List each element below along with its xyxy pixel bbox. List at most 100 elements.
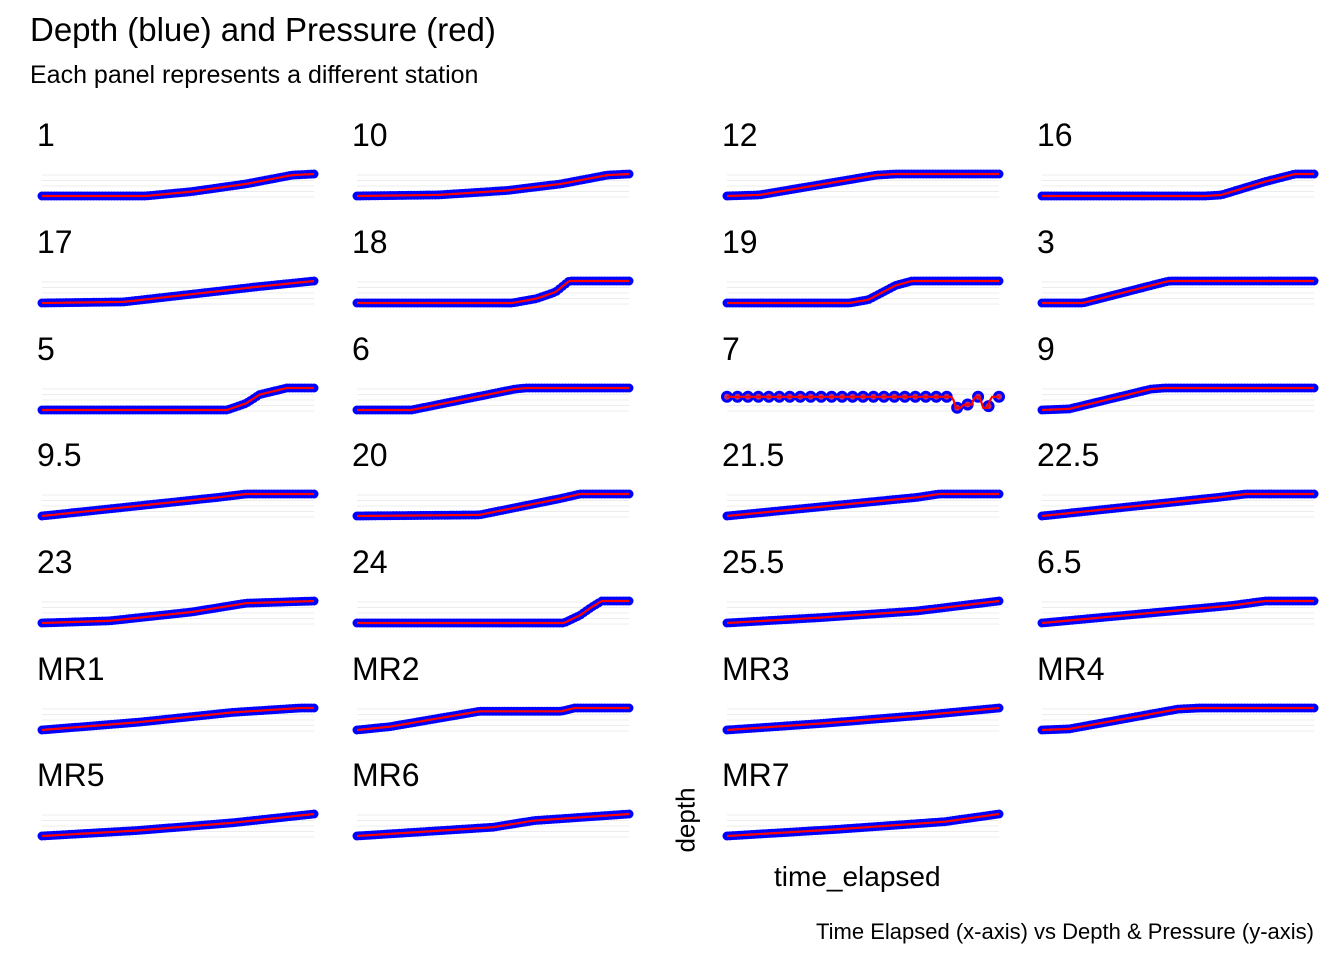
facet-plot [352, 489, 634, 521]
facet-plot [37, 276, 319, 308]
facet-panel: 20 [345, 436, 634, 531]
facet-panel: MR3 [715, 650, 1004, 745]
pressure-line [726, 706, 1000, 732]
pressure-line [1042, 279, 1314, 305]
facet-plot [1037, 596, 1319, 628]
facet-panel: 18 [345, 223, 634, 318]
facet-panel: 5 [30, 330, 319, 425]
pressure-line [726, 492, 999, 518]
facet-plot [722, 703, 1004, 735]
facet-plot [722, 596, 1004, 628]
facet-plot [1037, 169, 1319, 201]
facet-panel: 6.5 [1030, 543, 1319, 638]
facet-plot [37, 489, 319, 521]
pressure-line [1041, 599, 1314, 625]
facet-panel: 24 [345, 543, 634, 638]
facet-strip-label: MR5 [37, 757, 105, 793]
facet-panel: 9.5 [30, 436, 319, 531]
facet-strip-label: MR1 [37, 651, 105, 687]
pressure-line [42, 386, 314, 412]
facet-strip-label: 23 [37, 544, 73, 580]
pressure-line [727, 395, 999, 409]
facet-panel: 10 [345, 116, 634, 211]
facet-plot [37, 703, 319, 735]
facet-plot [352, 596, 634, 628]
facet-panel: 19 [715, 223, 1004, 318]
facet-strip-label: 18 [352, 224, 388, 260]
y-axis-label: depth [670, 787, 701, 853]
facet-plot [352, 383, 634, 415]
facet-strip-label: 6 [352, 331, 370, 367]
facet-strip-label: MR7 [722, 757, 790, 793]
facet-plot [37, 809, 319, 841]
facet-plot [37, 596, 319, 628]
facet-strip-label: 10 [352, 117, 388, 153]
facet-panel: 16 [1030, 116, 1319, 211]
pressure-line [357, 599, 629, 625]
pressure-line [41, 812, 315, 838]
facet-panel: MR6 [345, 756, 634, 851]
facet-panel: MR4 [1030, 650, 1319, 745]
facet-strip-label: 3 [1037, 224, 1055, 260]
facet-strip-label: 5 [37, 331, 55, 367]
pressure-line [41, 706, 314, 732]
facet-strip-label: 21.5 [722, 437, 785, 473]
facet-plot [352, 169, 634, 201]
facet-panel: 17 [30, 223, 319, 318]
facet-plot [722, 276, 1004, 308]
facet-panel: 6 [345, 330, 634, 425]
chart-subtitle: Each panel represents a different statio… [30, 61, 479, 89]
facet-plot [1037, 276, 1319, 308]
facet-strip-label: 19 [722, 224, 758, 260]
facet-plot [37, 383, 319, 415]
facet-panel: MR7 [715, 756, 1004, 851]
pressure-line [41, 279, 315, 305]
chart-title: Depth (blue) and Pressure (red) [30, 11, 496, 48]
facet-panel: 9 [1030, 330, 1319, 425]
facet-plot [722, 169, 1004, 201]
pressure-line [42, 172, 315, 198]
facet-plot [1037, 383, 1319, 415]
facet-plot [1037, 489, 1319, 521]
facet-strip-label: MR2 [352, 651, 420, 687]
pressure-line [356, 492, 629, 518]
facet-strip-label: MR3 [722, 651, 790, 687]
facet-panel: MR5 [30, 756, 319, 851]
x-axis-label: time_elapsed [774, 861, 941, 892]
facet-panel: 21.5 [715, 436, 1004, 531]
facet-plot [722, 489, 1004, 521]
chart-caption: Time Elapsed (x-axis) vs Depth & Pressur… [816, 919, 1314, 944]
pressure-line [357, 386, 629, 412]
pressure-line [1041, 706, 1314, 732]
facet-plot [721, 388, 1005, 414]
facet-panel: 25.5 [715, 543, 1004, 638]
pressure-line [726, 599, 1000, 625]
facet-plot [352, 809, 634, 841]
facet-panel: 7 [715, 330, 1005, 425]
facet-panel: 1 [30, 116, 319, 211]
pressure-line [356, 706, 629, 732]
facet-strip-label: 24 [352, 544, 388, 580]
pressure-line [357, 279, 629, 305]
facet-panel: 3 [1030, 223, 1319, 318]
pressure-line [726, 172, 999, 198]
facet-plot [1037, 703, 1319, 735]
facet-strip-label: 6.5 [1037, 544, 1082, 580]
facet-panel: 23 [30, 543, 319, 638]
facet-strip-label: MR6 [352, 757, 420, 793]
pressure-line [356, 172, 630, 198]
facet-plot [352, 703, 634, 735]
pressure-line [1042, 172, 1314, 198]
facet-strip-label: 22.5 [1037, 437, 1100, 473]
facet-panel: MR2 [345, 650, 634, 745]
facet-strip-label: MR4 [1037, 651, 1105, 687]
pressure-line [726, 812, 1000, 838]
facet-panel: 12 [715, 116, 1004, 211]
facet-plot [37, 169, 319, 201]
facet-plot [352, 276, 634, 308]
pressure-line [41, 492, 314, 518]
pressure-line [356, 812, 630, 838]
pressure-line [1041, 492, 1314, 518]
facet-plot [722, 809, 1004, 841]
facet-strip-label: 12 [722, 117, 758, 153]
